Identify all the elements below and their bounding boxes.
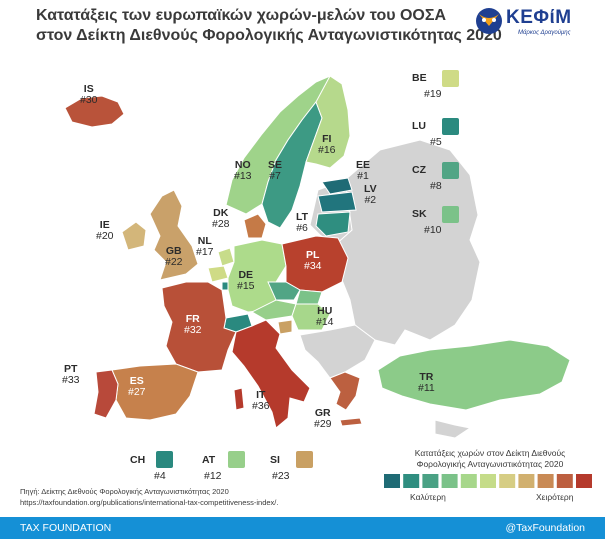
map-PL [281,235,349,293]
map-cyprus-region [434,419,472,439]
label-IT: IT #36 [252,389,270,412]
label-NL: NL #17 [196,235,214,258]
label-FR: FR #32 [184,313,202,336]
legend-swatch [442,118,459,135]
map-BE [207,265,229,283]
map-TR [377,339,571,411]
label-FI: FI #16 [318,133,336,156]
map-CZ [267,281,301,301]
label-IS: IS #30 [80,83,98,106]
footer-handle: @TaxFoundation [505,522,585,534]
scale-swatch [422,474,439,488]
scale-bar [384,474,592,488]
label-GR: GR #29 [314,407,332,430]
map-FR [161,281,237,373]
scale-title-2: Φορολογικής Ανταγωνιστικότητας 2020 [416,459,564,469]
color-scale: Κατατάξεις χωρών στον Δείκτη Διεθνούς Φο… [380,448,600,502]
label-LV: LV #2 [364,183,377,206]
page-title: Κατατάξεις των ευρωπαϊκών χωρών-μελών το… [36,6,502,46]
scale-swatch [441,474,458,488]
map-LT [315,211,351,237]
map-NL [217,247,235,267]
label-PT: PT #33 [62,363,80,386]
map-SK [295,289,323,305]
scale-swatch [576,474,592,488]
label-TR: TR #11 [418,371,435,394]
map-FI [305,75,351,169]
scale-swatch [384,474,400,488]
map-LV [317,191,357,213]
map-balkans [299,324,376,379]
logo-subtitle: Μάρκος Δραγούμης [518,30,571,36]
owl-icon [476,8,502,34]
label-DE: DE #15 [237,269,255,292]
map-EE [321,177,353,195]
legend-swatch [228,451,245,468]
map-ES [111,363,199,421]
legend-swatch [442,70,459,87]
scale-swatch [537,474,554,488]
scale-swatch [403,474,420,488]
scale-swatch [518,474,535,488]
label-EE: EE #1 [356,159,371,182]
map-SI [277,319,293,335]
legend-swatch [442,206,459,223]
map-IT-sardinia [233,387,245,411]
legend-swatch [156,451,173,468]
legend-swatch [442,162,459,179]
title-line-1: Κατατάξεις των ευρωπαϊκών χωρών-μελών το… [36,7,447,24]
label-NO: NO #13 [234,159,252,182]
label-GB: GB #22 [165,245,183,268]
map-IE [121,221,147,251]
footer-bar: TAX FOUNDATION @TaxFoundation [0,517,605,539]
label-ES: ES #27 [128,375,146,398]
map-GB [149,189,199,281]
label-DK: DK #28 [212,207,230,230]
map-IT [231,319,311,429]
europe-map [64,75,571,439]
scale-high-label: Χειρότερη [536,492,574,502]
label-LT: LT #6 [296,211,309,234]
scale-swatch [480,474,496,488]
source-url: https://taxfoundation.org/publications/i… [20,498,279,507]
scale-swatch [460,474,477,488]
map-IS [64,95,125,128]
map-HU [291,303,331,331]
label-HU: HU #14 [316,305,334,328]
kefim-logo: ΚΕΦίΜ Μάρκος Δραγούμης [474,4,600,40]
map-GR [329,371,361,411]
scale-title-1: Κατατάξεις χωρών στον Δείκτη Διεθνούς [414,448,566,458]
scale-swatch [556,474,573,488]
logo-name: ΚΕΦίΜ [506,7,572,28]
scale-swatch [499,474,516,488]
footer-brand: TAX FOUNDATION [20,522,112,534]
source-note: Πηγή: Δείκτης Διεθνούς Φορολογικής Ανταγ… [20,486,278,508]
title-line-2: στον Δείκτη Διεθνούς Φορολογικής Ανταγων… [36,27,502,44]
map-GR-crete [339,417,363,427]
map-PT [93,369,119,419]
map-LU [221,281,229,291]
label-IE: IE #20 [96,219,114,242]
label-SE: SE #7 [268,159,283,182]
label-PL: PL #34 [304,249,322,272]
scale-low-label: Καλύτερη [410,492,446,502]
legend-swatch [296,451,313,468]
source-line-1: Πηγή: Δείκτης Διεθνούς Φορολογικής Ανταγ… [20,487,229,496]
map-DK [243,213,267,239]
non-member-land [299,139,481,439]
